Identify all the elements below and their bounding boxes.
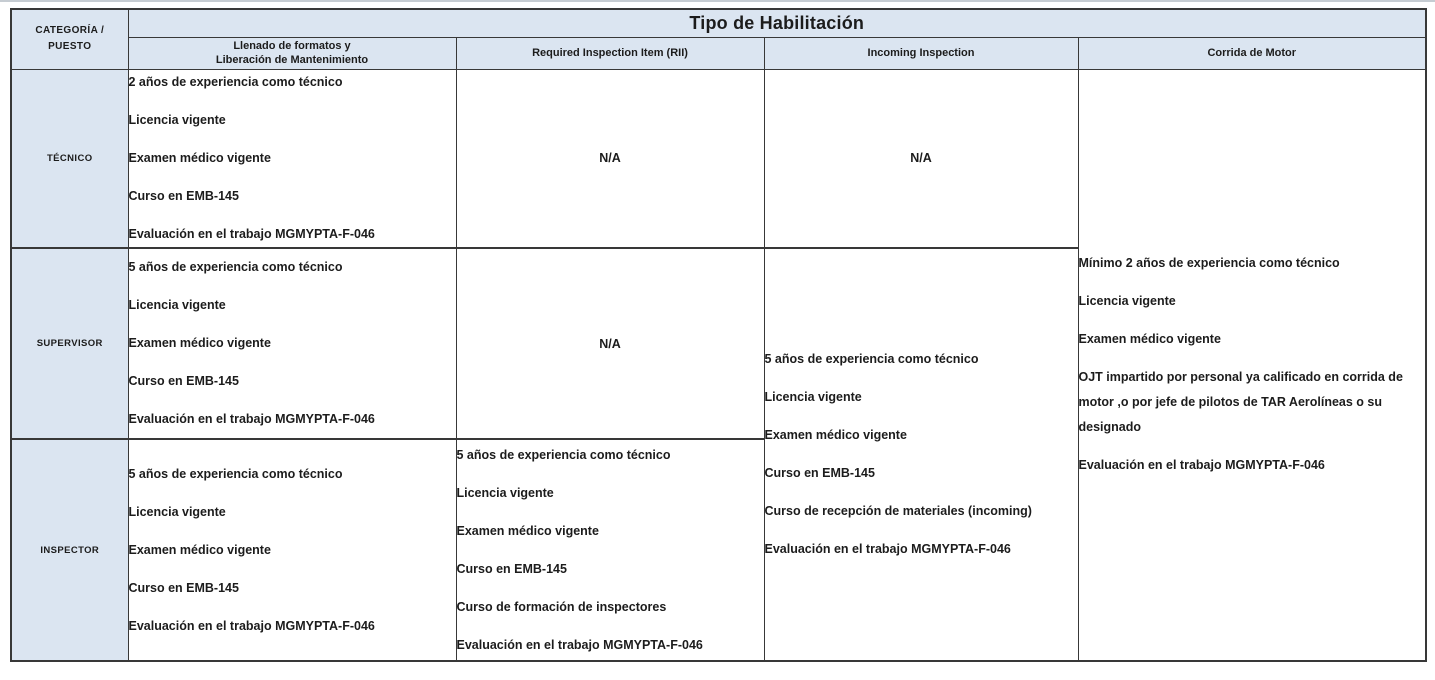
requirement-item: Examen médico vigente [128, 150, 271, 165]
column-header-incoming-inspection: Incoming Inspection [763, 36, 1079, 70]
requirement-item: Evaluación en el trabajo MGMYPTA-F-046 [1078, 458, 1325, 473]
requirement-item: OJT impartido por personal ya calificado… [1078, 370, 1403, 435]
requirement-item: 2 años de experiencia como técnico [128, 74, 343, 89]
requirement-item: Curso en EMB-145 [764, 466, 875, 480]
requirement-item: Mínimo 2 años de experiencia como técnic… [1078, 256, 1340, 271]
column-header-corrida-de-motor: Corrida de Motor [1077, 36, 1427, 70]
requirement-item: Licencia vigente [128, 504, 226, 519]
cell-incoming-supervisor-inspector-merged: 5 años de experiencia como técnico Licenc… [763, 247, 1079, 662]
requirement-item: 5 años de experiencia como técnico [764, 352, 979, 366]
corner-header-categoria-puesto: CATEGORÍA / PUESTO [10, 8, 129, 70]
cell-inspector-rii: 5 años de experiencia como técnico Licenc… [455, 438, 765, 662]
requirement-item: Evaluación en el trabajo MGMYPTA-F-046 [764, 542, 1011, 556]
habilitation-matrix-table: CATEGORÍA / PUESTO Tipo de Habilitación … [10, 8, 1427, 662]
cell-inspector-llenado: 5 años de experiencia como técnico Licenc… [127, 438, 457, 662]
cell-supervisor-rii-na: N/A [455, 247, 765, 440]
requirement-item: Evaluación en el trabajo MGMYPTA-F-046 [456, 637, 703, 652]
requirement-item: Licencia vigente [128, 298, 226, 312]
requirement-item: 5 años de experiencia como técnico [128, 260, 343, 274]
cell-tecnico-incoming-na: N/A [763, 68, 1079, 249]
requirement-item: Evaluación en el trabajo MGMYPTA-F-046 [128, 618, 375, 633]
requirement-item: Curso de recepción de materiales (incomi… [764, 504, 1032, 518]
cell-corrida-de-motor-merged: Mínimo 2 años de experiencia como técnic… [1077, 68, 1427, 662]
requirement-item: Curso en EMB-145 [128, 188, 239, 203]
requirement-item: Curso en EMB-145 [128, 374, 239, 388]
requirement-item: Examen médico vigente [128, 542, 271, 557]
requirement-item: Curso en EMB-145 [456, 561, 567, 576]
requirement-item: Examen médico vigente [456, 523, 599, 538]
column-header-llenado-liberacion: Llenado de formatos y Liberación de Mant… [127, 36, 457, 70]
requirement-item: Examen médico vigente [128, 336, 271, 350]
cell-supervisor-llenado: 5 años de experiencia como técnico Licenc… [127, 247, 457, 440]
requirement-item: 5 años de experiencia como técnico [128, 466, 343, 481]
requirement-item: Examen médico vigente [1078, 332, 1221, 347]
cell-tecnico-llenado: 2 años de experiencia como técnico Licenc… [127, 68, 457, 249]
requirement-item: Licencia vigente [764, 390, 862, 404]
table-title: Tipo de Habilitación [127, 8, 1427, 38]
row-label-supervisor: SUPERVISOR [10, 247, 129, 440]
requirement-item: Evaluación en el trabajo MGMYPTA-F-046 [128, 226, 375, 241]
cell-tecnico-rii-na: N/A [455, 68, 765, 249]
requirement-item: Curso de formación de inspectores [456, 599, 667, 614]
requirement-item: Evaluación en el trabajo MGMYPTA-F-046 [128, 412, 375, 426]
requirement-item: 5 años de experiencia como técnico [456, 447, 671, 462]
page-top-divider [0, 0, 1435, 2]
column-header-rii: Required Inspection Item (RII) [455, 36, 765, 70]
row-label-tecnico: TÉCNICO [10, 68, 129, 249]
requirement-item: Licencia vigente [456, 485, 554, 500]
requirement-item: Licencia vigente [1078, 294, 1176, 309]
requirement-item: Curso en EMB-145 [128, 580, 239, 595]
row-label-inspector: INSPECTOR [10, 438, 129, 662]
requirement-item: Examen médico vigente [764, 428, 907, 442]
requirement-item: Licencia vigente [128, 112, 226, 127]
